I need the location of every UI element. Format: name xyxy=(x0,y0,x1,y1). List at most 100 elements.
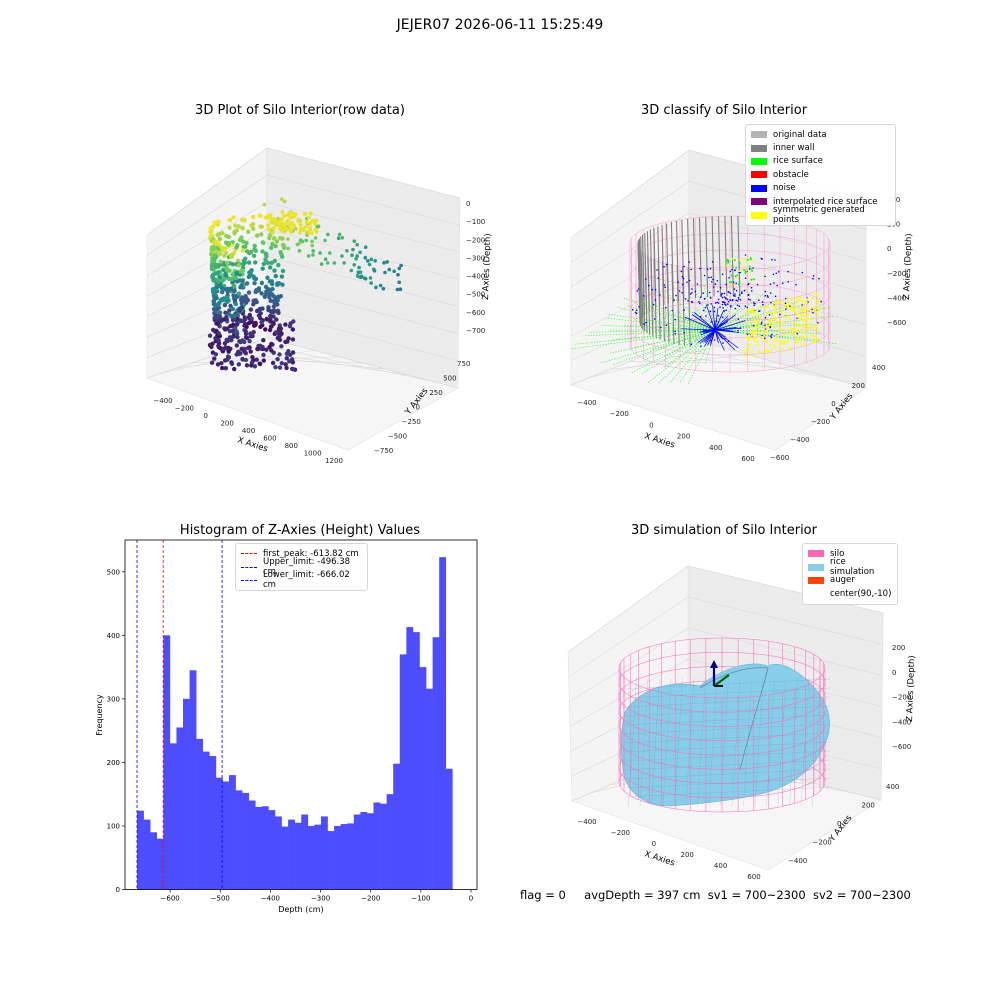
symmetric-point xyxy=(770,320,774,323)
symmetric-point xyxy=(795,296,798,299)
raw-point xyxy=(212,290,218,295)
raw-point xyxy=(223,287,229,292)
symmetric-point xyxy=(753,330,756,333)
symmetric-point xyxy=(748,343,751,347)
rice-surface-point xyxy=(738,258,741,261)
symmetric-point xyxy=(747,347,750,350)
rice-surface-point xyxy=(744,272,747,275)
noise-point xyxy=(749,299,751,301)
noise-point xyxy=(729,270,732,273)
raw-point xyxy=(216,338,221,343)
raw-point xyxy=(328,251,332,255)
raw-point xyxy=(279,331,284,336)
simulation-x-tick-label: 600 xyxy=(747,873,760,881)
histogram-bar xyxy=(386,794,394,890)
histogram-bar xyxy=(137,810,144,890)
raw-point xyxy=(307,215,311,220)
noise-point xyxy=(734,307,737,310)
symmetric-point xyxy=(804,313,807,316)
raw-point xyxy=(284,356,289,361)
raw-point xyxy=(211,237,216,242)
raw-point xyxy=(240,356,245,362)
noise-ray xyxy=(714,329,726,338)
raw-point xyxy=(280,282,285,287)
simulation-z-tick-label: −600 xyxy=(892,743,911,751)
symmetric-point xyxy=(797,317,800,320)
raw-point xyxy=(253,298,258,303)
simulation-x-tick-label: −200 xyxy=(611,829,630,837)
x-tick-label: 0 xyxy=(469,895,473,903)
rice-surface-point xyxy=(751,270,754,272)
raw-point xyxy=(209,360,215,365)
classify-x-tick-label: −200 xyxy=(610,410,629,418)
classify-legend: original data inner wall rice surface ob… xyxy=(745,124,896,226)
symmetric-point xyxy=(805,301,808,304)
symmetric-point xyxy=(750,331,754,334)
symmetric-point xyxy=(753,310,756,313)
noise-point xyxy=(796,317,798,320)
raw-point xyxy=(395,287,400,292)
raw-point xyxy=(266,289,271,294)
surface-mesh-line xyxy=(624,705,831,717)
raw-point xyxy=(230,272,235,277)
rice-surface-point xyxy=(731,264,734,267)
raw-point xyxy=(352,239,357,243)
noise-point xyxy=(717,302,720,304)
raw-point xyxy=(279,361,284,366)
noise-point xyxy=(782,282,784,285)
grid-line xyxy=(569,658,689,727)
histogram-bar xyxy=(412,632,420,890)
noise-point xyxy=(712,278,714,281)
inner-wall-trace xyxy=(681,219,685,301)
rice-surface-point xyxy=(733,259,736,262)
symmetric-point xyxy=(810,324,813,327)
histogram-bar xyxy=(169,743,177,890)
raw-point xyxy=(233,223,238,228)
grid-line xyxy=(236,347,411,376)
symmetric-point xyxy=(773,312,776,315)
raw-point xyxy=(382,261,386,265)
grid-line xyxy=(251,342,435,383)
symmetric-point xyxy=(793,327,796,330)
raw-point xyxy=(252,247,257,252)
legend-item-rice-surface: rice surface xyxy=(751,155,890,168)
noise-point xyxy=(730,305,732,307)
noise-ray xyxy=(714,314,736,331)
raw-point xyxy=(280,268,286,274)
histogram-bar xyxy=(209,756,217,890)
noise-point xyxy=(737,296,740,299)
symmetric-point xyxy=(787,340,790,343)
noise-point xyxy=(760,323,763,325)
noise-point xyxy=(713,339,716,341)
symmetric-point xyxy=(770,349,773,352)
noise-point xyxy=(674,330,676,333)
rice-surface-ray xyxy=(678,311,716,331)
raw-point xyxy=(239,217,245,222)
rice-surface-point xyxy=(738,281,741,284)
raw-point xyxy=(306,229,311,234)
noise-point xyxy=(665,307,667,309)
symmetric-point xyxy=(801,315,804,318)
raw-point xyxy=(277,365,283,370)
raw-point xyxy=(234,322,240,327)
symmetric-point xyxy=(746,322,749,325)
surface-mesh-line xyxy=(789,677,798,807)
rice-surface-ray xyxy=(714,303,731,331)
raw-point xyxy=(214,284,219,290)
symmetric-point xyxy=(767,305,770,309)
raw-point xyxy=(260,240,265,245)
noise-point xyxy=(723,310,726,312)
grid-line xyxy=(687,627,883,676)
symmetric-point xyxy=(786,298,789,301)
raw-point xyxy=(216,219,221,224)
raw-point xyxy=(259,232,264,237)
rice-surface-ray xyxy=(600,325,716,331)
symmetric-point xyxy=(750,344,753,347)
histogram-bar xyxy=(445,768,453,890)
noise-point xyxy=(714,302,717,304)
noise-point xyxy=(769,283,772,286)
noise-point xyxy=(708,291,711,294)
raw-point xyxy=(227,268,232,273)
raw-point xyxy=(220,365,225,371)
symmetric-point xyxy=(817,299,820,302)
